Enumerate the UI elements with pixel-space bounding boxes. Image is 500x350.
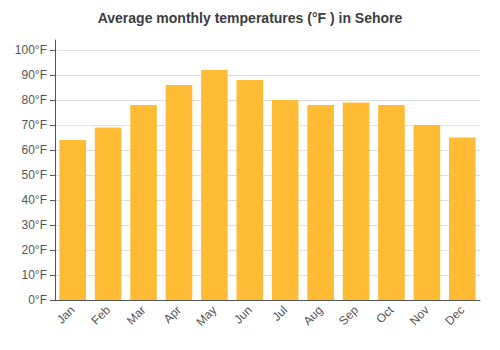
svg-text:Oct: Oct	[373, 303, 397, 327]
svg-text:Mar: Mar	[124, 303, 149, 327]
svg-text:Average monthly temperatures (: Average monthly temperatures (°F ) in Se…	[98, 10, 403, 26]
svg-text:20°F: 20°F	[22, 243, 47, 257]
svg-text:50°F: 50°F	[22, 168, 47, 182]
svg-text:Sep: Sep	[336, 303, 361, 328]
svg-text:Nov: Nov	[407, 303, 432, 328]
svg-text:Dec: Dec	[442, 303, 467, 328]
svg-text:70°F: 70°F	[22, 118, 47, 132]
svg-text:100°F: 100°F	[15, 43, 47, 57]
svg-text:90°F: 90°F	[22, 68, 47, 82]
svg-text:Aug: Aug	[301, 303, 326, 328]
svg-text:Jul: Jul	[269, 303, 290, 324]
svg-text:May: May	[193, 303, 219, 329]
svg-text:Feb: Feb	[89, 303, 114, 328]
svg-text:0°F: 0°F	[28, 293, 47, 307]
svg-text:60°F: 60°F	[22, 143, 47, 157]
svg-text:Jan: Jan	[54, 303, 78, 327]
svg-text:10°F: 10°F	[22, 268, 47, 282]
svg-text:40°F: 40°F	[22, 193, 47, 207]
svg-text:80°F: 80°F	[22, 93, 47, 107]
svg-text:Apr: Apr	[161, 303, 184, 326]
svg-text:Jun: Jun	[231, 303, 255, 327]
svg-text:30°F: 30°F	[22, 218, 47, 232]
